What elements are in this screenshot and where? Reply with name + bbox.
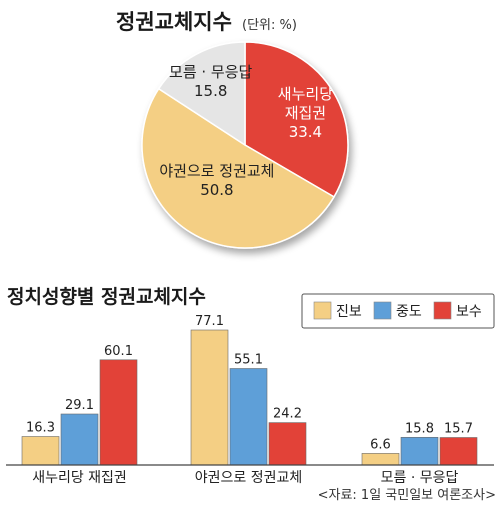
bar [99, 359, 138, 466]
pie-slice [244, 41, 349, 198]
bar [361, 453, 400, 466]
legend-label: 진보 [336, 304, 362, 320]
bar-value-label: 15.8 [405, 421, 434, 436]
category-label: 새누리당 재집권 [32, 470, 127, 486]
bar [439, 437, 478, 466]
pie-value-label: 33.4 [289, 123, 322, 141]
bar-value-label: 16.3 [26, 421, 55, 436]
pie-unit-note: (단위: %) [242, 18, 297, 33]
pie-slice-label: 모름 · 무응답 [169, 63, 253, 81]
legend-swatch [313, 301, 332, 320]
legend-label: 보수 [456, 304, 482, 320]
bar-value-label: 55.1 [234, 353, 263, 368]
bar-value-label: 60.1 [104, 344, 133, 359]
bar [190, 329, 229, 466]
bar-legend: 진보 중도 보수 [301, 293, 495, 329]
pie-title: 정권교체지수 [116, 10, 232, 34]
category-label: 모름 · 무응답 [381, 470, 459, 486]
bar-chart: 16.3 29.1 60.1 새누리당 재집권 77.1 55.1 24.2 야권으로 정권교… [6, 314, 494, 486]
category-label: 야권으로 정권교체 [195, 470, 303, 486]
pie-slice-label: 새누리당 [278, 85, 333, 103]
pie-slice-label: 야권으로 정권교체 [159, 162, 274, 180]
source-note: <자료: 1일 국민일보 여론조사> [318, 488, 496, 503]
bar-value-label: 77.1 [195, 314, 224, 329]
legend-label: 중도 [396, 304, 422, 320]
bar-value-label: 6.6 [370, 437, 391, 452]
bar [60, 413, 99, 466]
pie-value-label: 15.8 [194, 82, 227, 100]
bar [21, 436, 60, 466]
bar-value-label: 24.2 [273, 407, 302, 422]
legend-swatch [373, 301, 392, 320]
bar-value-label: 15.7 [444, 422, 473, 437]
bar [229, 368, 268, 466]
legend-swatch [433, 301, 452, 320]
bar-title: 정치성향별 정권교체지수 [7, 286, 206, 308]
bar [400, 436, 439, 466]
pie-slice-label: 재집권 [285, 104, 326, 122]
pie-value-label: 50.8 [200, 181, 233, 199]
bar [268, 422, 307, 466]
bar-value-label: 29.1 [65, 398, 94, 413]
pie-slice [141, 87, 336, 249]
pie-slice [157, 41, 246, 147]
pie-slices [141, 41, 349, 249]
